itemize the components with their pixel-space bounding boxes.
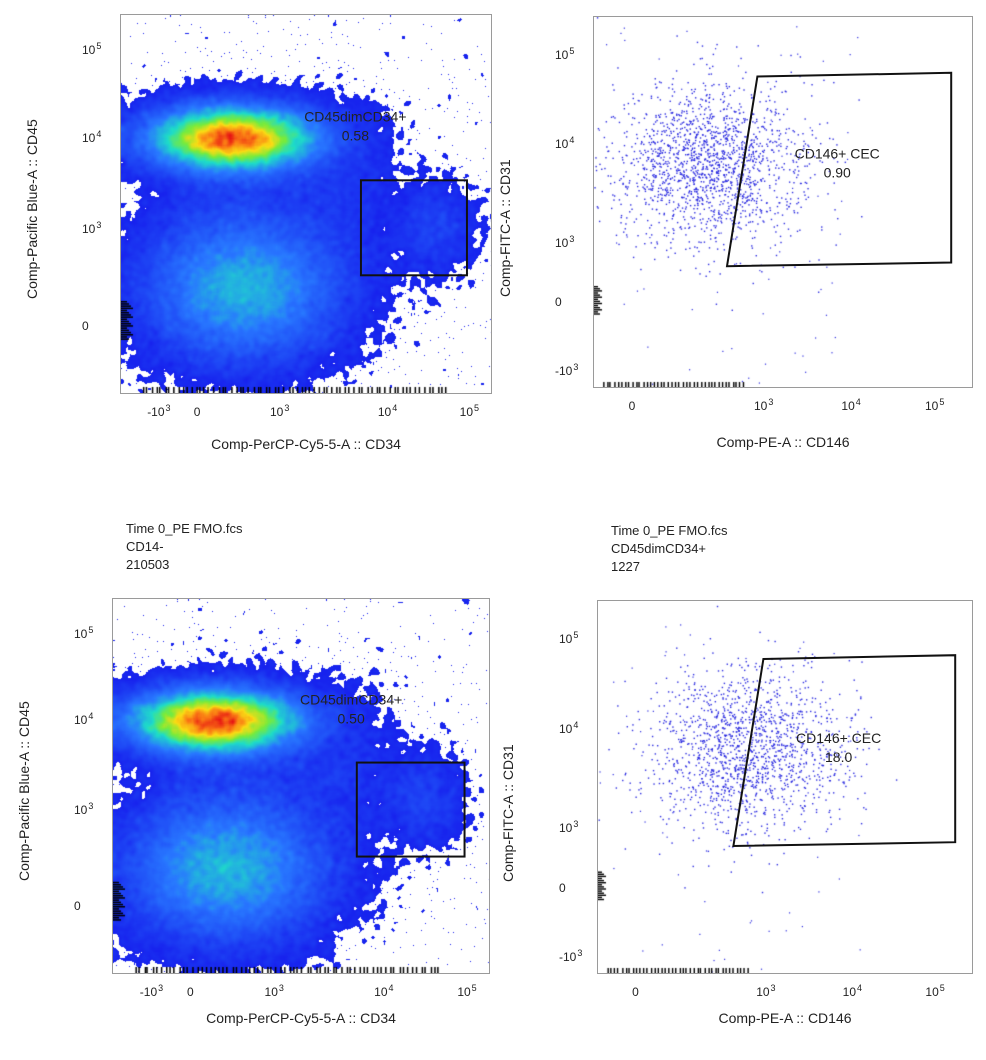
x-tick-label: 105: [457, 983, 477, 999]
y-tick-label: -103: [559, 948, 583, 965]
y-axis-label: Comp-Pacific Blue-A :: CD45: [16, 701, 32, 881]
x-tick-label: 104: [377, 403, 398, 419]
y-tick-label: 104: [82, 128, 102, 145]
y-tick-label: 103: [559, 819, 579, 836]
gate-rectangle[interactable]: [359, 179, 468, 277]
density-canvas: [594, 17, 972, 387]
gate-overlay: CD146+ CEC 18.0: [732, 654, 957, 848]
y-tick-label: 0: [74, 899, 81, 914]
gate-name: CD45dimCD34+: [300, 691, 402, 707]
gate-overlay: CD146+ CEC 0.90: [725, 71, 953, 268]
plot-area[interactable]: CD45dimCD34+ 0.58: [120, 14, 492, 394]
population-name: CD45dimCD34+: [611, 541, 707, 556]
x-tick-label: -103: [147, 403, 171, 419]
density-canvas: [113, 599, 489, 973]
y-tick-label: 105: [555, 46, 575, 63]
plot-header: Time 0_PE FMO.fcs CD45dimCD34+ 1227: [611, 522, 728, 576]
x-axis-label: Comp-PerCP-Cy5-5-A :: CD34: [206, 1010, 396, 1026]
gate-overlay: CD45dimCD34+ 0.50: [300, 691, 466, 858]
x-tick-label: 0: [632, 985, 639, 999]
plot-header: Time 0_PE FMO.fcs CD14- 210503: [126, 520, 243, 574]
gate-percent: 0.50: [338, 710, 365, 726]
y-axis-label: Comp-FITC-A :: CD31: [500, 744, 516, 882]
x-tick-label: 104: [841, 397, 861, 413]
gate-percent: 18.0: [825, 749, 852, 765]
sample-file-name: Time 0_PE FMO.fcs: [611, 523, 728, 538]
x-tick-label: 104: [374, 983, 394, 999]
density-canvas: [121, 15, 491, 393]
gate-name: CD45dimCD34+: [304, 108, 406, 124]
plot-area[interactable]: CD146+ CEC 0.90: [593, 16, 973, 388]
y-tick-label: 0: [555, 295, 562, 310]
y-tick-label: 0: [559, 880, 566, 895]
y-tick-label: 0: [82, 318, 89, 333]
x-axis-label: Comp-PE-A :: CD146: [716, 434, 850, 450]
gate-polygon[interactable]: [725, 71, 953, 268]
x-tick-label: 105: [925, 983, 945, 999]
x-tick-label: 104: [842, 983, 863, 999]
gate-name: CD146+ CEC: [795, 145, 880, 161]
sample-file-name: Time 0_PE FMO.fcs: [126, 521, 243, 536]
y-tick-label: 103: [74, 801, 94, 818]
x-tick-label: 0: [628, 399, 636, 413]
x-tick-label: 0: [193, 405, 201, 419]
x-tick-label: 103: [269, 403, 290, 419]
y-tick-label: 105: [559, 630, 579, 647]
x-tick-label: 103: [754, 397, 774, 413]
x-tick-label: 0: [187, 985, 194, 999]
y-tick-label: 105: [74, 624, 94, 641]
y-tick-label: 104: [559, 720, 579, 737]
gate-percent: 0.58: [342, 127, 369, 143]
event-count: 1227: [611, 559, 640, 574]
y-tick-label: 104: [74, 711, 94, 728]
gate-polygon[interactable]: [732, 654, 957, 848]
y-axis-label: Comp-Pacific Blue-A :: CD45: [24, 119, 40, 299]
y-tick-label: -103: [555, 362, 579, 379]
x-axis-label: Comp-PE-A :: CD146: [718, 1010, 852, 1026]
y-tick-label: 104: [555, 135, 575, 152]
y-axis-label: Comp-FITC-A :: CD31: [497, 159, 513, 297]
y-tick-label: 103: [82, 219, 102, 236]
x-tick-label: -103: [139, 983, 164, 999]
gate-name: CD146+ CEC: [796, 730, 881, 746]
plot-area[interactable]: CD45dimCD34+ 0.50: [112, 598, 490, 974]
density-canvas: [598, 601, 972, 973]
gate-percent: 0.90: [824, 164, 851, 180]
gate-overlay: CD45dimCD34+ 0.58: [304, 108, 468, 277]
y-tick-label: 103: [555, 233, 575, 250]
x-tick-label: 105: [459, 403, 480, 419]
gate-rectangle[interactable]: [355, 761, 466, 858]
plot-area[interactable]: CD146+ CEC 18.0: [597, 600, 973, 974]
y-tick-label: 105: [82, 41, 102, 58]
event-count: 210503: [126, 557, 170, 572]
population-name: CD14-: [126, 539, 164, 554]
x-tick-label: 103: [264, 983, 284, 999]
x-tick-label: 103: [756, 983, 776, 999]
x-tick-label: 105: [925, 397, 945, 413]
x-axis-label: Comp-PerCP-Cy5-5-A :: CD34: [211, 436, 401, 452]
